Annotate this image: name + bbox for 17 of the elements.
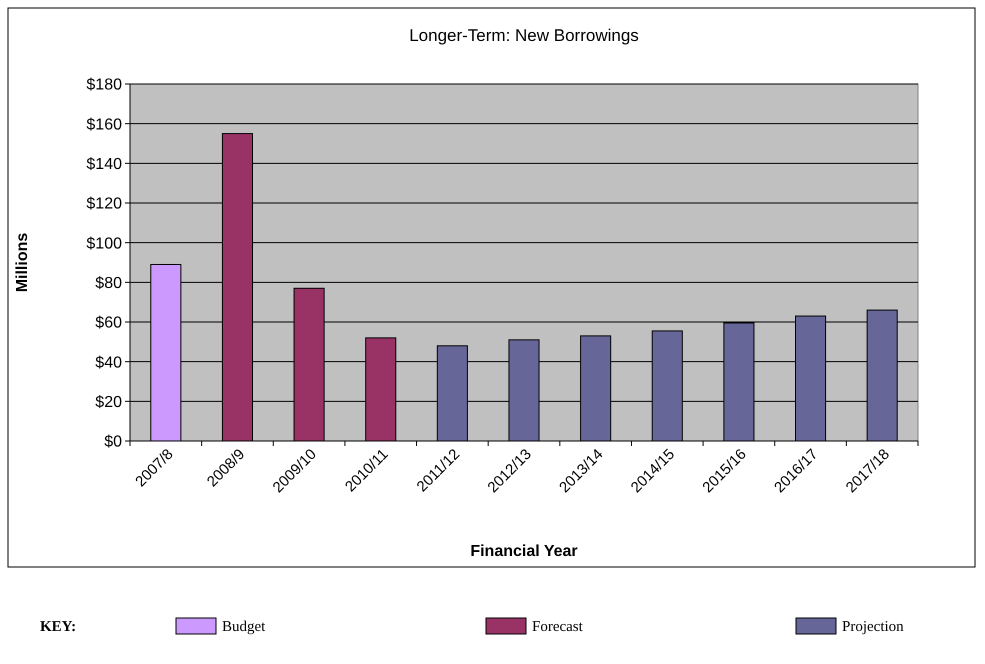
legend-title: KEY: bbox=[40, 619, 76, 635]
legend-label: Projection bbox=[842, 619, 904, 635]
legend-label: Forecast bbox=[532, 619, 584, 635]
y-tick-label: $180 bbox=[86, 76, 122, 94]
y-tick-label: $60 bbox=[95, 314, 122, 332]
chart-title: Longer-Term: New Borrowings bbox=[409, 26, 639, 45]
y-tick-label: $40 bbox=[95, 354, 122, 372]
y-tick-label: $20 bbox=[95, 394, 122, 411]
y-tick-label: $140 bbox=[86, 156, 122, 173]
x-axis-title: Financial Year bbox=[470, 543, 578, 560]
y-axis-title: Millions bbox=[14, 232, 31, 292]
y-tick-label: $80 bbox=[95, 274, 122, 292]
y-tick-label: $100 bbox=[86, 235, 122, 252]
y-tick-label: $120 bbox=[86, 196, 122, 213]
y-tick-label: $160 bbox=[86, 116, 122, 134]
legend-label: Budget bbox=[222, 619, 266, 635]
y-tick-label: $0 bbox=[104, 434, 122, 451]
